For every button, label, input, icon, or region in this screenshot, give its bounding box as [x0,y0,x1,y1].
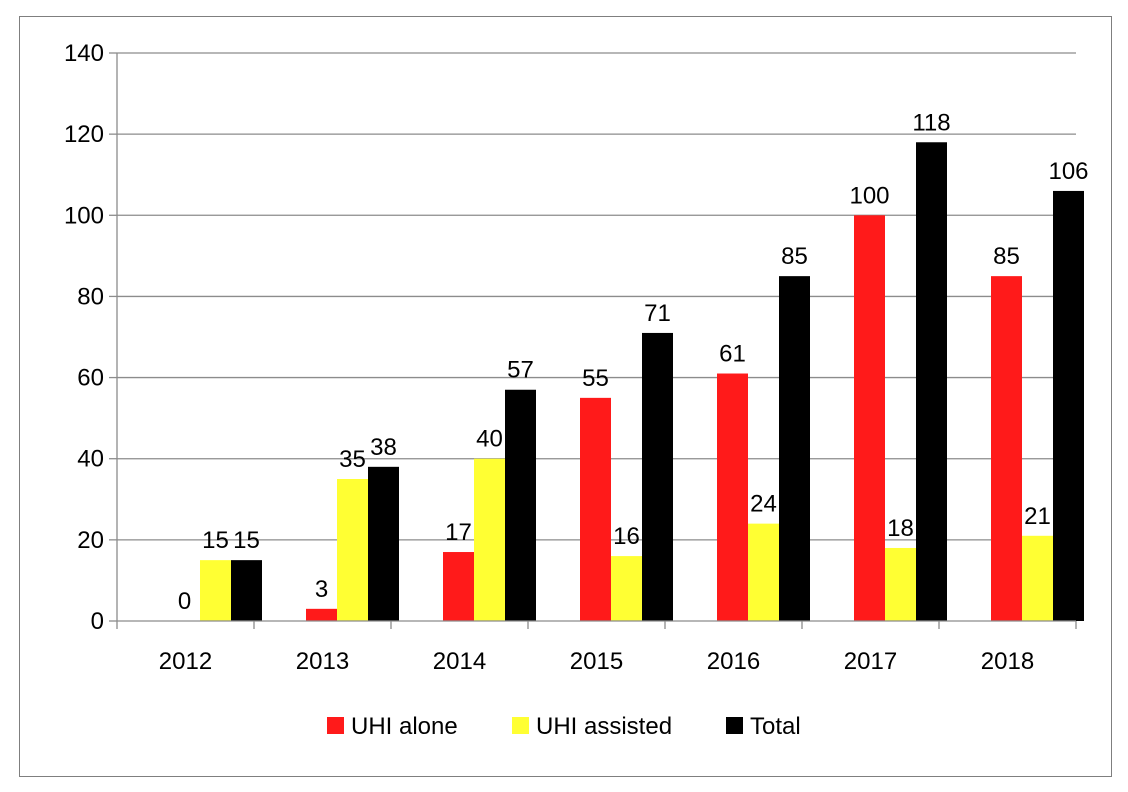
bar-uhi-alone-2018 [991,276,1022,621]
data-label-uhi-alone-2016: 61 [719,341,746,368]
bar-uhi-assisted-2013 [337,479,368,621]
data-label-uhi-alone-2013: 3 [315,576,328,603]
y-tick-label-120: 120 [64,121,104,148]
data-label-uhi-alone-2014: 17 [445,519,472,546]
data-label-uhi-alone-2017: 100 [849,182,889,209]
axes [109,52,1077,629]
data-label-uhi-assisted-2014: 40 [476,426,503,453]
y-tick-label-100: 100 [64,202,104,229]
data-labels: 0 15 15 3 35 38 17 40 57 55 16 71 61 24 85 100 18 118 85 21… [178,109,1089,615]
legend-label-total: Total [750,713,801,740]
data-label-uhi-alone-2012: 0 [178,588,191,615]
bar-total-2018 [1053,190,1084,621]
bar-total-2013 [368,466,399,621]
x-tick-label-2014: 2014 [433,648,486,675]
data-label-total-2015: 71 [644,300,671,327]
data-label-uhi-alone-2015: 55 [582,365,609,392]
data-label-total-2018: 106 [1048,158,1088,185]
bar-uhi-assisted-2012 [200,560,231,621]
data-label-uhi-assisted-2015: 16 [613,523,640,550]
bars [200,142,1084,622]
legend-swatch-uhi-alone [327,717,344,734]
y-tick-label-80: 80 [77,283,104,310]
bar-total-2016 [779,276,810,621]
data-label-total-2014: 57 [507,357,534,384]
x-tick-label-2018: 2018 [981,648,1034,675]
legend: UHI alone UHI assisted Total [327,713,801,740]
data-label-uhi-assisted-2016: 24 [750,491,777,518]
bar-uhi-assisted-2014 [474,458,505,621]
data-label-total-2016: 85 [781,243,808,270]
legend-label-uhi-alone: UHI alone [351,713,458,740]
bar-uhi-assisted-2015 [611,556,642,621]
legend-swatch-uhi-assisted [512,717,529,734]
x-tick-label-2013: 2013 [296,648,349,675]
bar-uhi-assisted-2018 [1022,535,1053,621]
bar-uhi-assisted-2016 [748,523,779,621]
y-tick-label-20: 20 [77,527,104,554]
bar-total-2015 [642,332,673,621]
y-axis-ticks: 0 20 40 60 80 100 120 140 [64,40,104,635]
data-label-uhi-assisted-2013: 35 [339,446,366,473]
y-tick-label-40: 40 [77,446,104,473]
legend-swatch-total [726,717,743,734]
x-tick-label-2015: 2015 [570,648,623,675]
bar-uhi-alone-2016 [717,373,748,621]
bar-total-2012 [231,560,262,621]
y-tick-label-140: 140 [64,40,104,67]
bar-uhi-alone-2017 [854,215,885,622]
y-tick-label-0: 0 [91,608,104,635]
data-label-uhi-assisted-2018: 21 [1024,503,1051,530]
data-label-total-2013: 38 [370,434,397,461]
x-tick-label-2016: 2016 [707,648,760,675]
legend-label-uhi-assisted: UHI assisted [536,713,672,740]
data-label-uhi-alone-2018: 85 [993,243,1020,270]
data-label-uhi-assisted-2017: 18 [887,515,914,542]
bar-uhi-alone-2014 [443,552,474,621]
bar-uhi-alone-2015 [580,397,611,621]
data-label-uhi-assisted-2012: 15 [202,527,229,554]
data-label-total-2012: 15 [233,527,260,554]
x-axis-ticks: 2012 2013 2014 2015 2016 2017 2018 [159,648,1034,675]
data-label-total-2017: 118 [912,109,950,136]
x-tick-label-2017: 2017 [844,648,897,675]
bar-uhi-assisted-2017 [885,547,916,621]
y-tick-label-60: 60 [77,365,104,392]
bar-total-2014 [505,389,536,621]
bar-total-2017 [916,142,947,621]
x-tick-label-2012: 2012 [159,648,212,675]
bar-uhi-alone-2013 [306,608,337,621]
